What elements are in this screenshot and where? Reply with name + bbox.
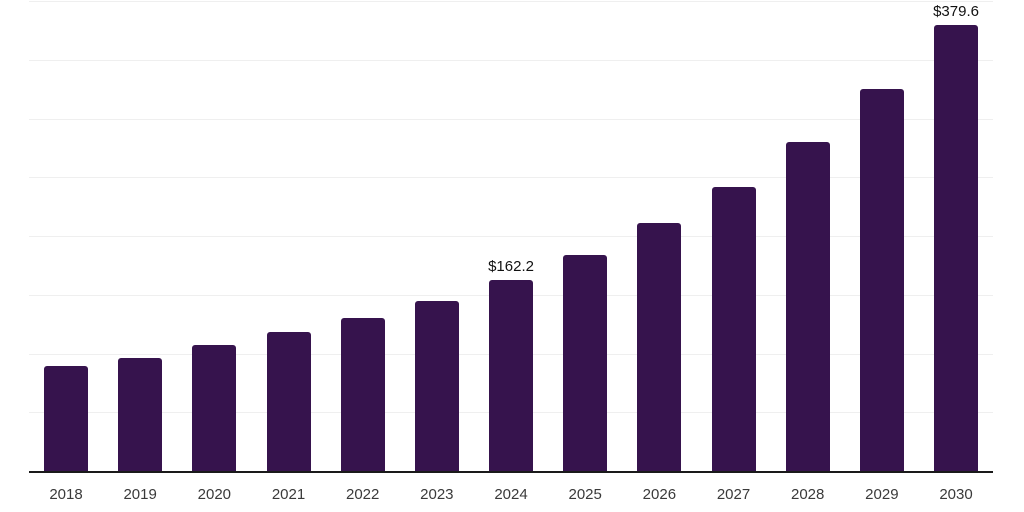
- x-tick-2025: 2025: [568, 486, 602, 503]
- x-tick-2021: 2021: [271, 486, 306, 503]
- x-tick-2022: 2022: [345, 486, 380, 503]
- plot-area: $162.2 $379.6: [29, 0, 993, 473]
- bar-2020: [192, 345, 237, 471]
- bar-2028: [785, 142, 830, 471]
- gridline-350: [29, 59, 993, 61]
- x-tick-2028: 2028: [791, 486, 825, 503]
- x-tick-2027: 2027: [716, 486, 751, 503]
- bar-2029: [859, 89, 904, 471]
- x-tick-2030: 2030: [939, 486, 973, 503]
- bar-2019: [118, 358, 163, 471]
- data-label-2024: $162.2: [488, 258, 534, 276]
- bar-2030: [934, 24, 979, 471]
- x-tick-2023: 2023: [420, 486, 454, 503]
- x-tick-2019: 2019: [123, 486, 157, 503]
- x-tick-2029: 2029: [865, 486, 899, 503]
- bar-2018: [44, 366, 88, 471]
- gridline-300: [29, 118, 993, 120]
- gridline-250: [29, 177, 993, 179]
- x-axis: 2018 2019 2020 2021 2022 2023 2024 2025 2026 2027…: [29, 484, 993, 506]
- x-tick-2026: 2026: [642, 486, 677, 503]
- x-tick-2020: 2020: [197, 486, 232, 503]
- bar-2023: [414, 300, 459, 471]
- data-label-2030: $379.6: [933, 2, 979, 20]
- bar-2025: [563, 254, 608, 471]
- x-tick-2018: 2018: [49, 486, 83, 503]
- gridline-400: [29, 1, 993, 2]
- gridline-200: [29, 236, 993, 237]
- bar-2022: [340, 318, 385, 471]
- bar-2024: [489, 280, 534, 471]
- bar-2026: [637, 223, 682, 471]
- bar-2027: [711, 187, 756, 471]
- x-tick-2024: 2024: [494, 486, 528, 503]
- bar-2021: [266, 332, 311, 471]
